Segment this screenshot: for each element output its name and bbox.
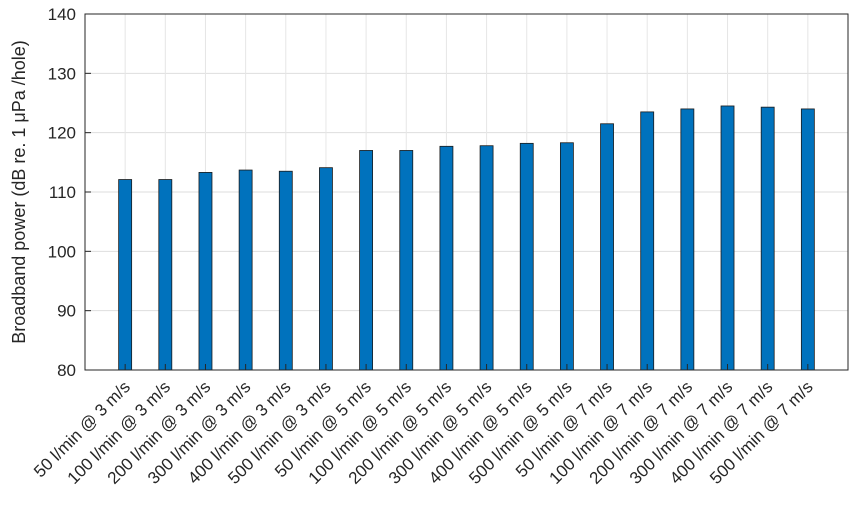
bar bbox=[600, 123, 614, 371]
bar bbox=[559, 142, 574, 371]
bar bbox=[519, 142, 534, 371]
bar bbox=[800, 108, 815, 371]
bar bbox=[359, 150, 374, 371]
bar bbox=[118, 179, 133, 371]
y-tick-label: 110 bbox=[49, 183, 76, 202]
bar bbox=[479, 145, 494, 371]
bar bbox=[278, 170, 293, 371]
y-tick-label: 80 bbox=[57, 361, 76, 380]
bar bbox=[198, 172, 213, 371]
bar bbox=[439, 145, 454, 371]
y-tick-label: 120 bbox=[48, 124, 76, 143]
bar bbox=[760, 106, 775, 371]
bar bbox=[238, 169, 253, 371]
bar bbox=[319, 167, 333, 371]
y-tick-label: 90 bbox=[57, 302, 76, 321]
bar bbox=[640, 111, 655, 371]
bar bbox=[680, 108, 695, 371]
y-axis: 80 90 100 110 120 130 140 bbox=[48, 5, 91, 380]
y-tick-label: 100 bbox=[48, 242, 76, 261]
bars-group bbox=[118, 105, 815, 371]
y-tick-label: 130 bbox=[48, 64, 76, 83]
bar bbox=[720, 105, 735, 371]
y-axis-title: Broadband power (dB re. 1 μPa /hole) bbox=[9, 40, 29, 344]
bar bbox=[158, 179, 173, 371]
bar bbox=[399, 150, 414, 371]
y-tick-label: 140 bbox=[48, 5, 76, 24]
